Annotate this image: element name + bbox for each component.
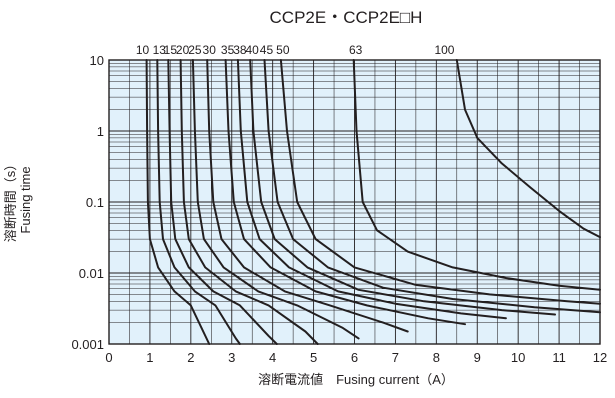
curve-label-63: 63: [349, 43, 363, 57]
fusing-curve-30a: [206, 59, 409, 333]
fusing-curve-63a: [352, 59, 601, 291]
x-tick-label: 3: [228, 350, 235, 365]
curve-label-25: 25: [188, 43, 202, 57]
x-tick-label: 5: [310, 350, 317, 365]
curve-label-20: 20: [176, 43, 190, 57]
curve-label-45: 45: [260, 43, 274, 57]
curve-label-50: 50: [276, 43, 290, 57]
fusing-curves: [145, 59, 601, 345]
fusing-curve-10a: [145, 59, 211, 345]
fusing-curve-25a: [191, 59, 360, 340]
x-tick-label: 11: [552, 350, 566, 365]
x-axis-label: 溶断電流値 Fusing current（A）: [258, 372, 454, 387]
fusing-curve-35a: [224, 59, 466, 326]
chart-title: CCP2E・CCP2E□H: [270, 8, 423, 27]
fusing-curve-13a: [156, 59, 241, 345]
y-tick-label: 0.01: [79, 266, 104, 281]
curve-label-30: 30: [203, 43, 217, 57]
curve-label-40: 40: [245, 43, 259, 57]
y-axis-label: 溶断時間（s） Fusing time: [3, 158, 33, 243]
curve-label-10: 10: [136, 43, 150, 57]
fusing-curve-45a: [263, 59, 601, 314]
fusing-curve-100a: [455, 59, 601, 239]
y-tick-label: 0.1: [86, 195, 104, 210]
y-tick-label: 1: [97, 124, 104, 139]
x-tick-label: 0: [105, 350, 112, 365]
curve-label-15: 15: [164, 43, 178, 57]
x-tick-label: 6: [351, 350, 358, 365]
x-axis-ticks: 0 1 2 3 4 5 6 7 8 9 10 11 12: [105, 350, 607, 365]
x-tick-label: 2: [187, 350, 194, 365]
x-tick-label: 9: [474, 350, 481, 365]
curve-label-35: 35: [221, 43, 235, 57]
x-tick-label: 8: [433, 350, 440, 365]
fusing-curve-38a: [236, 59, 507, 320]
grid: [108, 59, 601, 345]
fusing-curve-15a: [167, 59, 278, 345]
y-axis-label-en: Fusing time: [18, 166, 33, 233]
curve-label-38: 38: [233, 43, 247, 57]
x-tick-label: 4: [269, 350, 276, 365]
x-tick-label: 10: [511, 350, 525, 365]
curve-label-100: 100: [434, 43, 454, 57]
fusing-curve-20a: [179, 59, 319, 345]
x-tick-label: 7: [392, 350, 399, 365]
fusing-curve-40a: [249, 59, 556, 316]
fusing-curve-50a: [279, 59, 601, 305]
x-tick-label: 1: [146, 350, 153, 365]
y-tick-label: 0.001: [71, 337, 104, 352]
curve-label-13: 13: [153, 43, 167, 57]
y-axis-ticks: 0.001 0.01 0.1 1 10: [71, 53, 104, 352]
x-tick-label: 12: [593, 350, 607, 365]
y-tick-label: 10: [90, 53, 104, 68]
y-axis-label-ja: 溶断時間（s）: [3, 158, 18, 243]
